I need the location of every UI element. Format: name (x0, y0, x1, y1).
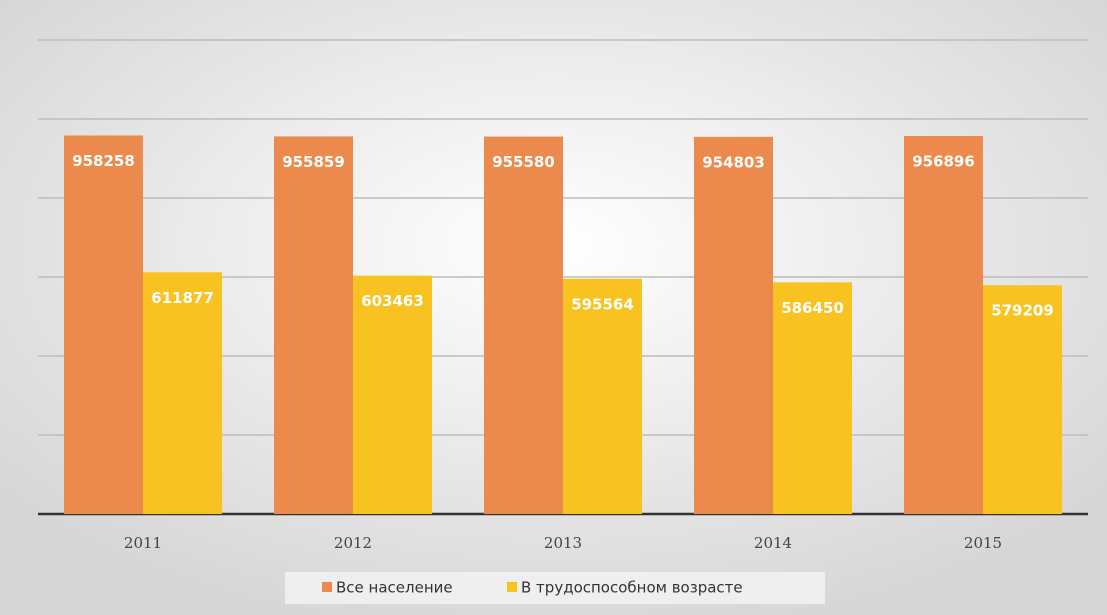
bar (274, 136, 353, 514)
x-tick-label: 2014 (754, 534, 792, 552)
bar (773, 282, 852, 514)
legend-swatch (322, 582, 332, 592)
data-label: 958258 (72, 152, 135, 170)
legend-box (285, 572, 825, 604)
bar (484, 136, 563, 514)
data-label: 611877 (151, 289, 214, 307)
x-tick-label: 2013 (544, 534, 582, 552)
data-label: 955859 (282, 153, 345, 171)
data-label: 956896 (912, 153, 975, 171)
bar (904, 136, 983, 515)
x-tick-label: 2012 (334, 534, 372, 552)
legend-label: Все население (336, 579, 453, 597)
legend-label: В трудоспособном возрасте (521, 579, 743, 597)
bar (143, 272, 222, 514)
data-label: 595564 (571, 295, 634, 313)
data-label: 586450 (781, 299, 844, 317)
data-label: 603463 (361, 292, 424, 310)
data-label: 955580 (492, 153, 555, 171)
legend-swatch (507, 582, 517, 592)
bar (64, 135, 143, 514)
data-label: 954803 (702, 153, 765, 171)
bar (983, 285, 1062, 514)
x-tick-label: 2011 (124, 534, 162, 552)
bar (353, 275, 432, 514)
bar (563, 278, 642, 514)
data-label: 579209 (991, 302, 1054, 320)
bar (694, 136, 773, 514)
x-tick-label: 2015 (964, 534, 1002, 552)
